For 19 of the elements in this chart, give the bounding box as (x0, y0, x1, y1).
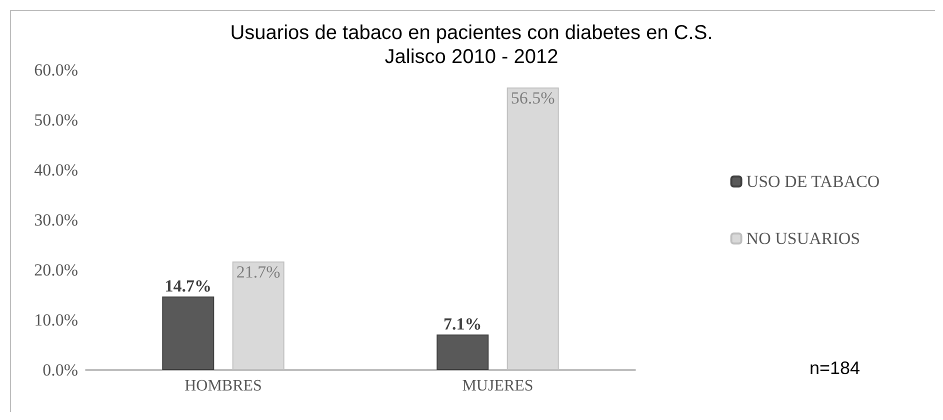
y-tick-label: 60.0% (34, 60, 78, 80)
y-tick-label: 40.0% (34, 160, 78, 180)
bar (162, 296, 214, 370)
y-tick-label: 0.0% (42, 360, 78, 380)
data-label: 56.5% (510, 88, 555, 108)
y-tick-label: 30.0% (34, 210, 78, 230)
bar (436, 334, 489, 370)
chart-title: Usuarios de tabaco en pacientes con diabetes en C.S. Jalisco 2010 - 2012 (230, 22, 713, 68)
x-tick-label: MUJERES (462, 378, 534, 394)
data-label: 21.7% (236, 262, 280, 282)
text: n=184 (809, 358, 860, 378)
data-label: 7.1% (444, 314, 482, 334)
legend-label: USO DE TABACO (746, 172, 880, 191)
legend-label: NO USUARIOS (746, 229, 860, 248)
x-tick-label: HOMBRES (184, 378, 262, 394)
y-tick-label: 20.0% (34, 260, 78, 280)
y-tick-label: 10.0% (34, 310, 78, 330)
data-label: 14.7% (164, 276, 212, 296)
y-tick-label: 50.0% (34, 110, 78, 130)
